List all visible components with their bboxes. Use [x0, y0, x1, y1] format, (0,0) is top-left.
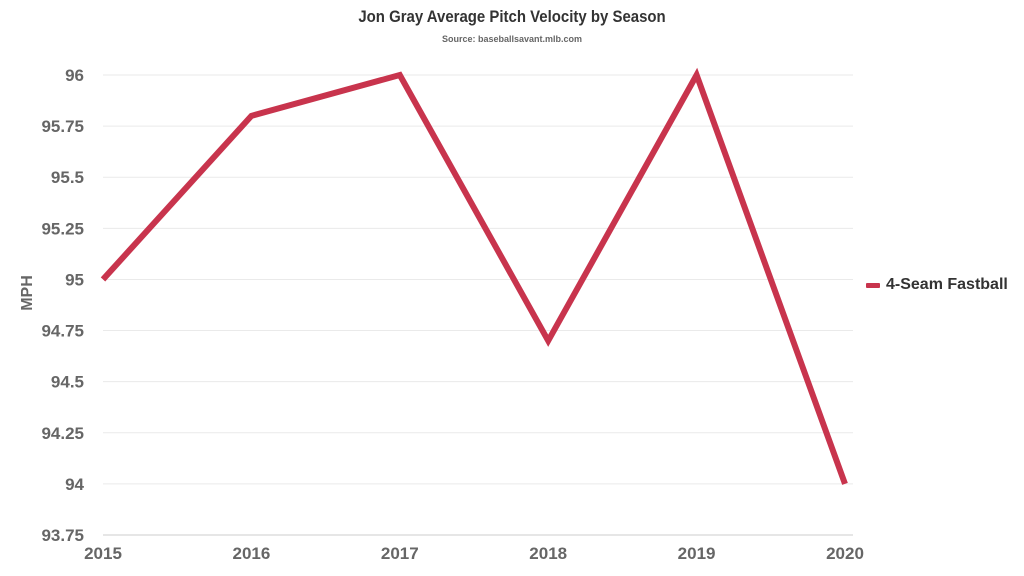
- y-tick-label: 94.5: [51, 373, 84, 392]
- legend[interactable]: 4-Seam Fastball: [866, 276, 1008, 294]
- x-tick-label: 2019: [678, 544, 716, 563]
- x-tick-labels: 2015 2016 2017 2018 2019 2020: [84, 544, 864, 563]
- y-axis-label: MPH: [19, 275, 36, 311]
- legend-swatch: [866, 282, 880, 288]
- y-tick-label: 94: [65, 475, 84, 494]
- y-tick-labels: 93.75 94 94.25 94.5 94.75 95 95.25 95.5 95.75 96: [41, 66, 84, 545]
- series-group: [100, 67, 848, 485]
- y-tick-label: 95.75: [41, 117, 84, 136]
- chart-title: Jon Gray Average Pitch Velocity by Seaso…: [358, 7, 666, 26]
- x-tick-label: 2016: [232, 544, 270, 563]
- y-tick-label: 94.25: [41, 424, 84, 443]
- y-tick-label: 96: [65, 66, 84, 85]
- y-tick-label: 95: [65, 270, 84, 289]
- y-tick-label: 93.75: [41, 526, 84, 545]
- x-tick-label: 2020: [826, 544, 864, 563]
- series-line[interactable]: [100, 67, 848, 485]
- gridlines: [103, 74, 853, 536]
- y-tick-label: 95.5: [51, 168, 84, 187]
- chart-subtitle: Source: baseballsavant.mlb.com: [441, 34, 583, 44]
- y-tick-label: 95.25: [41, 219, 84, 238]
- legend-label: 4-Seam Fastball: [886, 276, 1008, 293]
- x-tick-label: 2018: [529, 544, 567, 563]
- x-tick-label: 2017: [381, 544, 419, 563]
- x-tick-label: 2015: [84, 544, 122, 563]
- y-tick-label: 94.75: [41, 322, 84, 341]
